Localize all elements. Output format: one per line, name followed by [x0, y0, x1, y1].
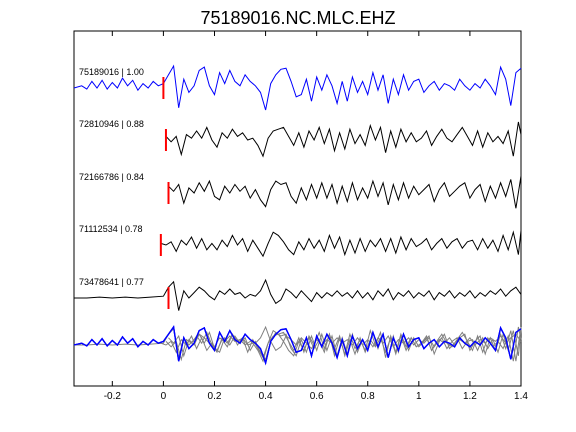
x-tick-label: 0.4	[259, 391, 273, 402]
trace-label: 72810946 | 0.88	[79, 119, 144, 129]
x-tick-label: 1	[416, 391, 422, 402]
x-tick-label: -0.2	[104, 391, 122, 402]
x-tick-label: 0.2	[208, 391, 222, 402]
trace-label: 73478641 | 0.77	[79, 277, 144, 287]
trace-label: 71112534 | 0.78	[79, 224, 143, 234]
plot-area	[74, 31, 521, 386]
x-tick-label: 0.6	[310, 391, 324, 402]
trace-label: 72166786 | 0.84	[79, 172, 144, 182]
x-tick-label: 0.8	[361, 391, 375, 402]
x-tick-label: 1.2	[463, 391, 477, 402]
x-tick-label: 0	[161, 391, 167, 402]
trace-label: 75189016 | 1.00	[79, 67, 144, 77]
chart-title: 75189016.NC.MLC.EHZ	[200, 8, 395, 28]
x-tick-label: 1.4	[514, 391, 528, 402]
